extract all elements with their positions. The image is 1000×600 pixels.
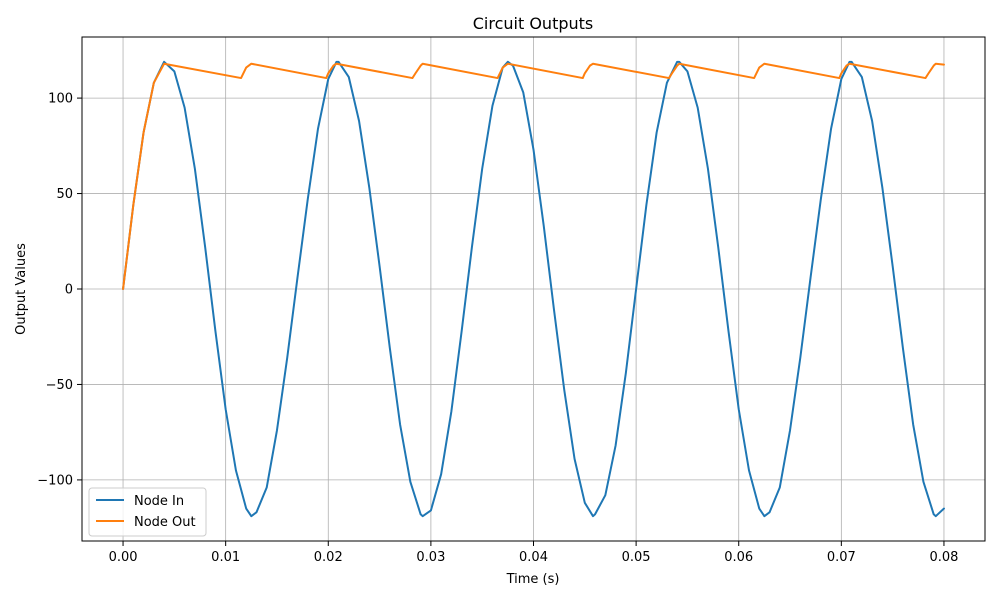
x-tick-label: 0.04 [519, 550, 548, 565]
x-tick-label: 0.08 [929, 550, 958, 565]
x-tick-label: 0.01 [211, 550, 240, 565]
y-tick-label: 0 [65, 283, 73, 298]
legend: Node In Node Out [88, 487, 207, 537]
x-tick-label: 0.03 [416, 550, 445, 565]
y-axis-label: Output Values [14, 243, 29, 335]
series-lines [122, 60, 945, 518]
x-tick-label: 0.02 [314, 550, 343, 565]
x-tick-label: 0.05 [622, 550, 651, 565]
y-tick-label: 100 [48, 92, 73, 107]
grid [82, 37, 985, 541]
y-tick-label: 50 [56, 187, 73, 202]
chart-title: Circuit Outputs [473, 14, 594, 33]
x-tick-label: 0.07 [827, 550, 856, 565]
legend-label-node-out: Node Out [134, 515, 196, 530]
x-axis-label: Time (s) [506, 572, 560, 587]
series-line-node-out [122, 62, 945, 290]
series-line-node-in [122, 60, 945, 518]
x-tick-label: 0.06 [724, 550, 753, 565]
y-tick-label: −100 [37, 473, 73, 488]
legend-label-node-in: Node In [134, 494, 184, 509]
x-tick-label: 0.00 [109, 550, 138, 565]
ticks: 0.00 0.01 0.02 0.03 0.04 0.05 0.06 0.07 0.08 −100… [37, 92, 958, 565]
y-tick-label: −50 [46, 378, 73, 393]
